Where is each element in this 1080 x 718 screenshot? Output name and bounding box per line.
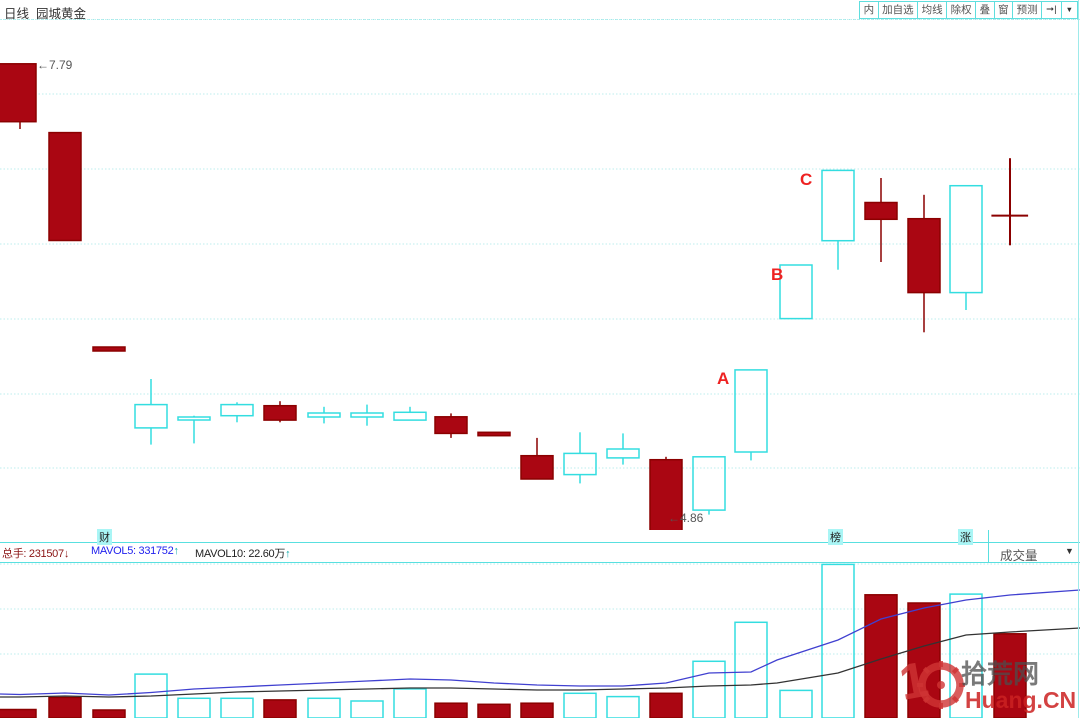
svg-text:拾荒网: 拾荒网 (961, 659, 1039, 689)
svg-text:Huang.CN: Huang.CN (965, 687, 1076, 713)
